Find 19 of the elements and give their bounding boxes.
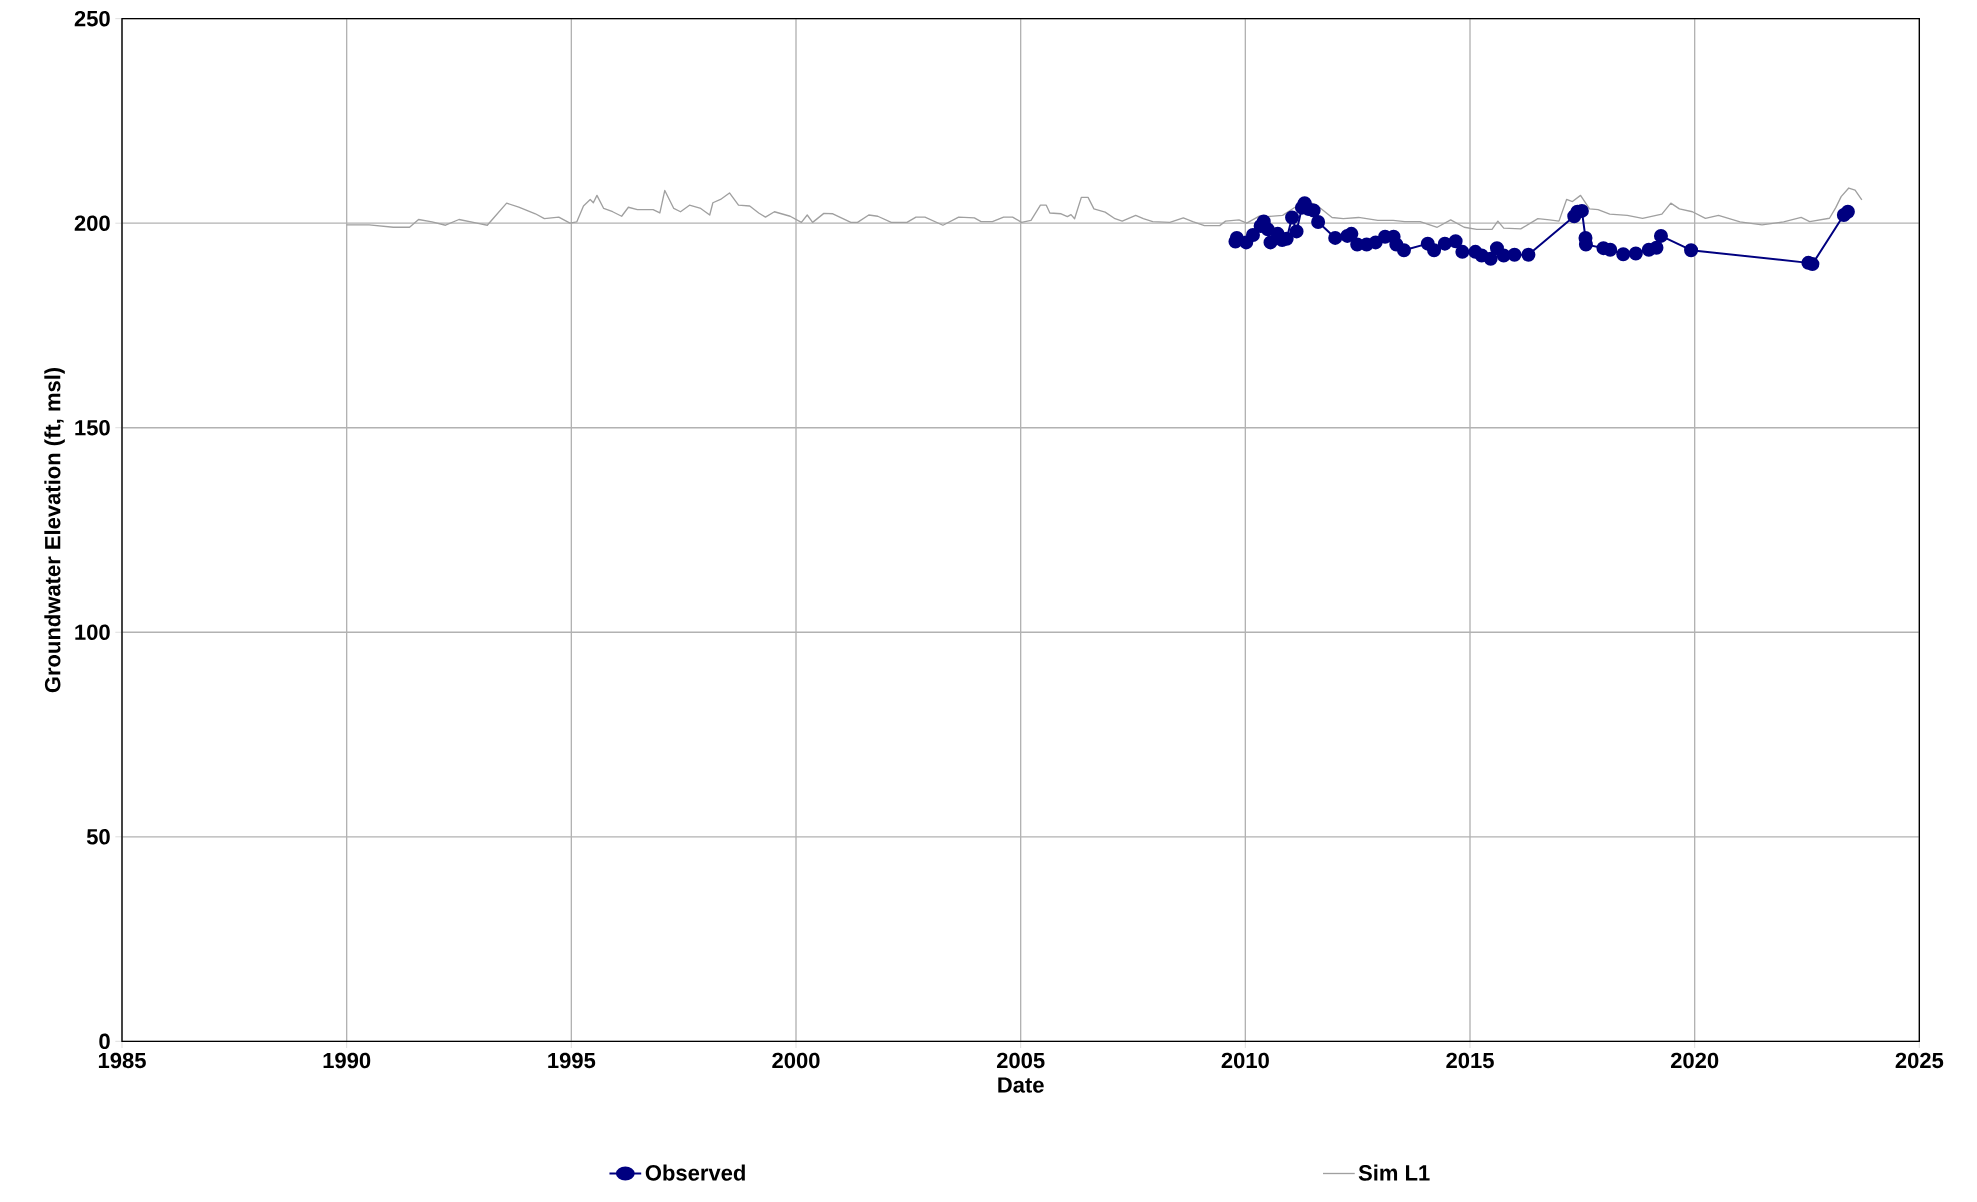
x-tick-label: 2000 — [772, 1052, 820, 1069]
x-tick-label: 2020 — [1670, 1052, 1719, 1069]
x-tick-label: 2015 — [1446, 1052, 1494, 1069]
x-tick-label: 1985 — [98, 1052, 146, 1069]
y-tick-label: 200 — [74, 215, 110, 231]
x-tick-label: 2005 — [996, 1052, 1045, 1069]
x-tick-label: 2010 — [1221, 1052, 1269, 1069]
x-tick-label: 1990 — [323, 1052, 371, 1069]
legend-label: Sim L1 — [1358, 1164, 1430, 1181]
legend-label: Observed — [645, 1164, 745, 1181]
x-axis-title: Date — [998, 1077, 1044, 1093]
y-tick-label: 100 — [75, 624, 110, 641]
x-tick-label: 2025 — [1895, 1052, 1944, 1069]
y-tick-label: 150 — [75, 419, 110, 436]
y-tick-label: 50 — [86, 829, 110, 845]
x-tick-label: 1995 — [548, 1052, 596, 1069]
y-tick-label: 0 — [99, 1033, 110, 1050]
y-axis-title: Groundwater Elevation (ft, msl) — [44, 367, 65, 693]
y-tick-label: 250 — [74, 10, 110, 27]
